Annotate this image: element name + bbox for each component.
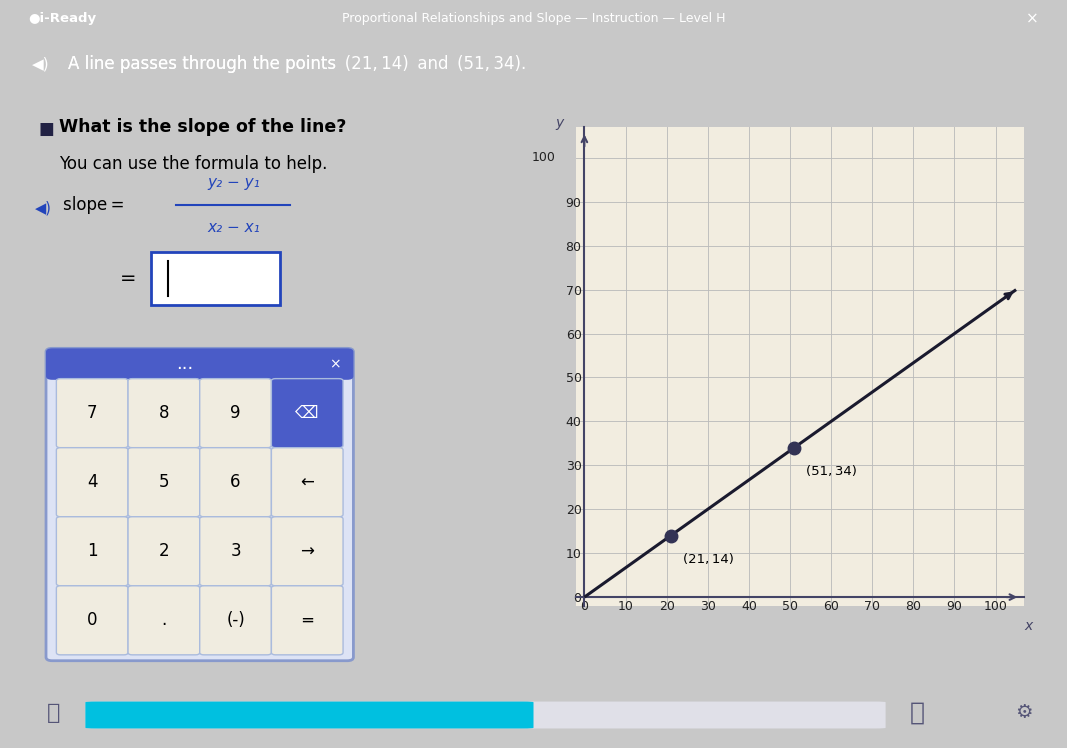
Text: 7: 7 <box>86 404 97 422</box>
FancyBboxPatch shape <box>128 517 200 586</box>
Text: x₂ − x₁: x₂ − x₁ <box>207 220 259 235</box>
FancyBboxPatch shape <box>200 448 271 517</box>
Text: ←: ← <box>300 473 314 491</box>
Text: You can use the formula to help.: You can use the formula to help. <box>60 155 328 173</box>
Text: (21, 14): (21, 14) <box>683 554 734 566</box>
Text: ⌫: ⌫ <box>296 404 319 422</box>
Text: What is the slope of the line?: What is the slope of the line? <box>60 118 347 136</box>
Text: .: . <box>161 611 166 629</box>
Text: ...: ... <box>176 355 193 373</box>
Text: y₂ − y₁: y₂ − y₁ <box>207 175 259 190</box>
FancyBboxPatch shape <box>57 517 128 586</box>
Text: 5: 5 <box>159 473 170 491</box>
FancyBboxPatch shape <box>57 378 128 448</box>
Text: ◀): ◀) <box>34 200 51 215</box>
Text: (-): (-) <box>226 611 245 629</box>
Text: ×: × <box>1025 11 1038 26</box>
Text: 0: 0 <box>86 611 97 629</box>
Text: Proportional Relationships and Slope — Instruction — Level H: Proportional Relationships and Slope — I… <box>341 12 726 25</box>
FancyBboxPatch shape <box>85 702 534 729</box>
Text: ■: ■ <box>38 120 54 138</box>
Text: (51, 34): (51, 34) <box>807 465 857 478</box>
FancyBboxPatch shape <box>271 586 344 654</box>
FancyBboxPatch shape <box>200 517 271 586</box>
FancyBboxPatch shape <box>46 349 353 660</box>
Text: ●i-Ready: ●i-Ready <box>29 12 96 25</box>
FancyBboxPatch shape <box>200 378 271 448</box>
Text: 100: 100 <box>531 151 556 165</box>
FancyBboxPatch shape <box>57 586 128 654</box>
Text: ⏮: ⏮ <box>47 703 60 723</box>
Text: 3: 3 <box>230 542 241 560</box>
FancyBboxPatch shape <box>271 448 344 517</box>
Text: →: → <box>300 542 314 560</box>
Text: x: x <box>1024 619 1033 633</box>
Text: 9: 9 <box>230 404 241 422</box>
FancyBboxPatch shape <box>85 702 886 729</box>
FancyBboxPatch shape <box>57 448 128 517</box>
FancyBboxPatch shape <box>200 586 271 654</box>
Text: A line passes through the points: A line passes through the points <box>68 55 341 73</box>
Text: A line passes through the points  (21, 14)  and  (51, 34).: A line passes through the points (21, 14… <box>68 55 526 73</box>
Text: ◀): ◀) <box>32 57 49 72</box>
FancyBboxPatch shape <box>46 349 353 380</box>
Text: 4: 4 <box>86 473 97 491</box>
Text: 1: 1 <box>86 542 97 560</box>
FancyBboxPatch shape <box>271 517 344 586</box>
Text: 8: 8 <box>159 404 170 422</box>
Text: 6: 6 <box>230 473 241 491</box>
FancyBboxPatch shape <box>128 448 200 517</box>
Text: =: = <box>120 269 136 288</box>
FancyBboxPatch shape <box>271 378 344 448</box>
FancyBboxPatch shape <box>128 378 200 448</box>
Text: y: y <box>556 116 563 129</box>
FancyBboxPatch shape <box>150 252 280 305</box>
Text: 2: 2 <box>159 542 170 560</box>
FancyBboxPatch shape <box>128 586 200 654</box>
Text: ⏸: ⏸ <box>910 701 925 725</box>
Text: ×: × <box>329 357 340 371</box>
Text: ═: ═ <box>302 611 313 629</box>
Bar <box>52 352 347 376</box>
Text: slope =: slope = <box>63 196 124 214</box>
Text: ⚙: ⚙ <box>1016 703 1033 723</box>
